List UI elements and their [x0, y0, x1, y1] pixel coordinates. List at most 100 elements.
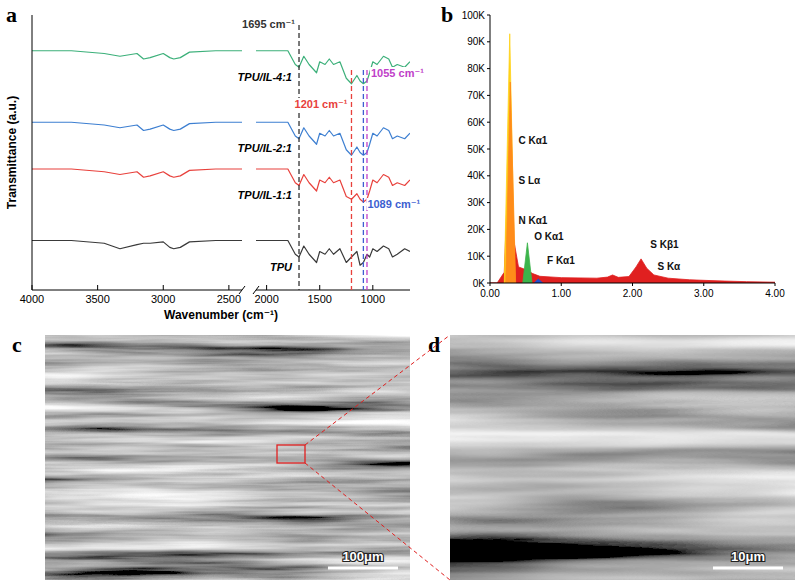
x-tick-label: 4.00 [765, 288, 785, 299]
x-tick-label: 1.00 [552, 288, 572, 299]
scale-bar [713, 567, 783, 570]
spectrum-area [504, 34, 515, 283]
x-tick-label: 4000 [20, 293, 44, 305]
y-tick [487, 175, 490, 176]
x-axis [32, 290, 242, 291]
y-tick-label: 40K [467, 170, 485, 181]
y-tick-label: 10K [467, 251, 485, 262]
y-axis [32, 15, 33, 290]
panel-letter: c [12, 332, 22, 357]
y-tick-label: 60K [467, 117, 485, 128]
x-tick-label: 1000 [361, 293, 385, 305]
x-tick-label: 2.00 [623, 288, 643, 299]
x-tick-label: 2500 [217, 293, 241, 305]
y-tick [487, 229, 490, 230]
y-tick [487, 202, 490, 203]
peak-label: O Kα1 [534, 231, 564, 242]
annotation-label: 1201 cm⁻¹ [295, 98, 348, 110]
scale-bar-label: 100μm [342, 549, 383, 564]
zoom-connector [305, 335, 450, 445]
x-tick [703, 283, 704, 286]
y-tick-label: 90K [467, 36, 485, 47]
annotation-line [351, 70, 352, 290]
x-tick [32, 285, 33, 290]
scale-bar-label: 10μm [731, 549, 765, 564]
x-tick-label: 2000 [254, 293, 278, 305]
x-tick [319, 285, 320, 290]
y-tick [487, 149, 490, 150]
sem-image [45, 335, 410, 580]
x-tick [97, 285, 98, 290]
spectrum-line [32, 51, 410, 84]
panel-letter: d [428, 332, 440, 357]
annotations: 1695 cm⁻¹ 1201 cm⁻¹ 1089 cm⁻¹ 1055 cm⁻¹ TPU T… [238, 18, 426, 290]
x-axis [256, 290, 410, 291]
x-axis-title: Wavenumber (cm⁻¹) [164, 308, 278, 322]
y-tick [487, 15, 490, 16]
x-tick [490, 283, 491, 286]
spectrum-area [490, 154, 775, 283]
sem-image [450, 335, 795, 580]
x-tick [632, 283, 633, 286]
y-tick-label: 50K [467, 144, 485, 155]
series-label: TPU/IL-1:1 [238, 189, 292, 201]
peak-label: S Kβ1 [650, 239, 679, 250]
y-tick-label: 70K [467, 90, 485, 101]
spectrum-area [506, 82, 516, 283]
axes: 4000 3500 3000 2500 2000 1500 1000 Wavenumber (… [5, 15, 410, 322]
y-tick [487, 68, 490, 69]
y-tick [487, 122, 490, 123]
x-tick [775, 283, 776, 286]
peak-label: S Lα [519, 175, 542, 186]
peak-label: N Kα1 [519, 215, 548, 226]
spectrum-area [534, 279, 543, 283]
x-tick [372, 285, 373, 290]
spectrum-area [523, 243, 532, 283]
series-label: TPU/IL-2:1 [238, 142, 292, 154]
y-tick [487, 95, 490, 96]
figure: 4000 3500 3000 2500 2000 1500 1000 Wavenumber (… [0, 0, 800, 584]
peak-label: F Kα1 [547, 255, 575, 266]
series-label: TPU/IL-4:1 [238, 71, 292, 83]
x-tick-label: 1500 [307, 293, 331, 305]
zoom-box [277, 445, 305, 463]
panel-letter: a [6, 2, 17, 27]
annotation-line [366, 70, 367, 290]
annotation-label: 1055 cm⁻¹ [371, 67, 424, 79]
y-tick-label: 30K [467, 197, 485, 208]
x-tick-label: 0.00 [480, 288, 500, 299]
annotation-line [363, 70, 364, 290]
y-tick-label: 0K [473, 278, 486, 289]
x-tick [266, 285, 267, 290]
spectrum-line [32, 241, 410, 266]
panel-letter: b [441, 2, 453, 27]
spectrum-line [32, 122, 410, 155]
zoom-connector [305, 463, 450, 580]
annotations: C Kα1S LαN Kα1O Kα1F Kα1S Kβ1S Kα [519, 135, 682, 272]
y-tick-label: 80K [467, 63, 485, 74]
plot-marks [32, 51, 410, 266]
y-tick-label: 20K [467, 224, 485, 235]
x-tick [561, 283, 562, 286]
x-tick [163, 285, 164, 290]
x-tick-label: 3000 [151, 293, 175, 305]
y-tick [487, 41, 490, 42]
annotation-line [298, 25, 299, 290]
scale-bar [328, 567, 398, 570]
y-tick-label: 100K [462, 10, 486, 21]
peak-label: S Kα [657, 261, 681, 272]
label-background [241, 18, 296, 30]
axes: 0K 10K 20K 30K 40K 50K 60K 70K 80K 90K 100K 0.00 1.0… [462, 10, 786, 300]
annotation-label: 1695 cm⁻¹ [242, 18, 295, 30]
annotation-label: 1089 cm⁻¹ [367, 198, 420, 210]
label-background [370, 67, 425, 79]
x-tick-label: 3500 [85, 293, 109, 305]
label-background [294, 98, 349, 110]
series-label: TPU [270, 261, 293, 273]
label-background [366, 198, 421, 210]
plot-marks [490, 34, 775, 283]
y-axis-title: Transmittance (a.u.) [5, 96, 19, 209]
x-tick [228, 285, 229, 290]
spectrum-line [32, 169, 410, 202]
y-tick [487, 256, 490, 257]
